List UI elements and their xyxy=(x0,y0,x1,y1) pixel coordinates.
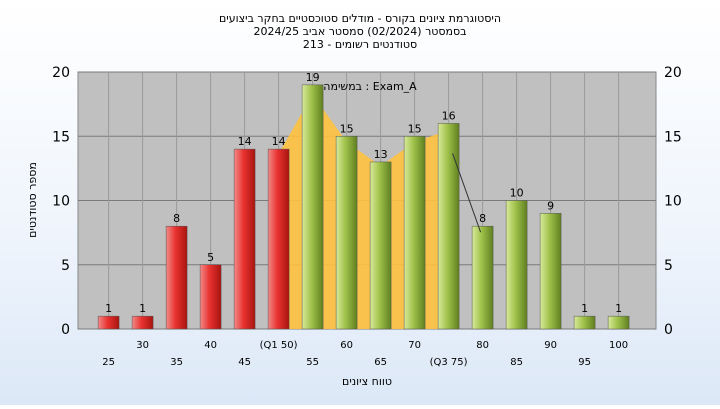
y-tick-label-left: 5 xyxy=(61,258,70,274)
x-axis-ticks: 25 30 35 40 45 (Q1 50) 55 60 65 70 (Q3 75) 80 85 90 95… xyxy=(102,340,628,368)
y-tick-label-right: 10 xyxy=(664,194,682,210)
x-tick-label: 35 xyxy=(170,357,183,368)
bar xyxy=(539,213,562,330)
y-tick-label-left: 10 xyxy=(52,194,70,210)
y-tick-label-right: 20 xyxy=(664,65,682,81)
bar-value-label: 1 xyxy=(105,302,112,315)
bar-value-label: 19 xyxy=(306,71,320,84)
bar-value-label: 1 xyxy=(615,302,622,315)
x-tick-label: (Q1 50) xyxy=(260,340,298,351)
x-tick-label: 30 xyxy=(136,340,149,351)
x-tick-label: 60 xyxy=(340,340,353,351)
x-tick-label: 95 xyxy=(578,357,591,368)
bar-value-label: 14 xyxy=(238,135,252,148)
bar xyxy=(233,148,256,330)
y-tick-label-right: 15 xyxy=(664,129,682,145)
x-axis-label: טווח ציונים xyxy=(342,375,392,388)
bar-value-label: 15 xyxy=(408,122,422,135)
bar-value-label: 1 xyxy=(581,302,588,315)
bar-value-label: 8 xyxy=(173,212,180,225)
chart-annotation: במשימה : Exam_A xyxy=(323,80,417,93)
y-axis-right-ticks: 0 5 10 15 20 xyxy=(664,65,682,338)
bar xyxy=(369,161,392,330)
x-tick-label: 100 xyxy=(609,340,628,351)
bar-value-label: 16 xyxy=(442,109,456,122)
x-tick-label: 85 xyxy=(510,357,523,368)
x-tick-label: 40 xyxy=(204,340,217,351)
x-tick-label: 70 xyxy=(408,340,421,351)
bar xyxy=(301,84,324,330)
x-tick-label: 90 xyxy=(544,340,557,351)
bars xyxy=(97,84,630,330)
bar-value-label: 5 xyxy=(207,251,214,264)
chart-title-line-3: סטודנטים רשומים - 213 xyxy=(303,38,417,51)
bar xyxy=(335,136,358,330)
bar-value-label: 10 xyxy=(510,187,524,200)
bar xyxy=(607,315,630,330)
bar-value-label: 8 xyxy=(479,212,486,225)
x-tick-label: 45 xyxy=(238,357,251,368)
bar xyxy=(437,123,460,330)
bar xyxy=(505,200,528,330)
y-tick-label-left: 20 xyxy=(52,65,70,81)
x-tick-label: (Q3 75) xyxy=(430,357,468,368)
x-tick-label: 25 xyxy=(102,357,115,368)
bar xyxy=(267,148,290,330)
bar xyxy=(97,315,120,330)
y-axis-label: מספר סטודנטים xyxy=(26,162,39,238)
bar-value-label: 1 xyxy=(139,302,146,315)
chart-title-line-1: היסטוגרמת ציונים בקורס - מודלים סטוכסטיי… xyxy=(219,12,501,25)
bar-value-label: 9 xyxy=(547,199,554,212)
x-tick-label: 55 xyxy=(306,357,319,368)
chart-title-line-2: בסמסטר (02/2024) סמסטר אביב 2024/25 xyxy=(253,25,466,38)
bar xyxy=(199,264,222,330)
bar-value-label: 15 xyxy=(340,122,354,135)
bar xyxy=(471,225,494,330)
y-tick-label-left: 15 xyxy=(52,129,70,145)
y-tick-label-left: 0 xyxy=(61,322,70,338)
bar xyxy=(131,315,154,330)
bar xyxy=(165,225,188,330)
y-axis-left-ticks: 0 5 10 15 20 xyxy=(52,65,70,338)
x-tick-label: 65 xyxy=(374,357,387,368)
trend-line xyxy=(452,153,482,233)
bar-value-label: 13 xyxy=(374,148,388,161)
x-tick-label: 80 xyxy=(476,340,489,351)
bar xyxy=(573,315,596,330)
y-tick-label-right: 0 xyxy=(664,322,673,338)
bar-value-label: 14 xyxy=(272,135,286,148)
bar xyxy=(403,136,426,330)
y-tick-label-right: 5 xyxy=(664,258,673,274)
